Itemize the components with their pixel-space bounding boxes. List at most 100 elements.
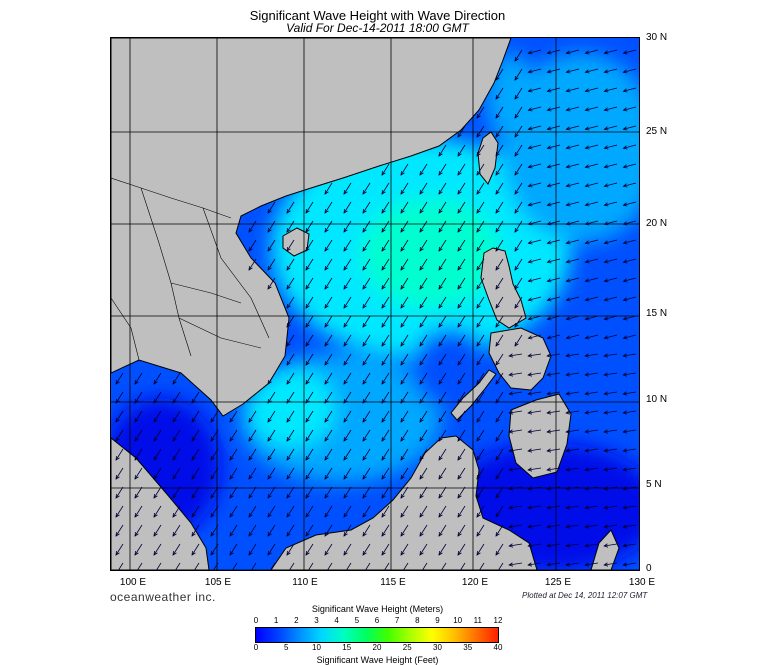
wave-arrow [604, 87, 618, 92]
wave-arrow-head [438, 474, 443, 480]
wave-arrow [528, 372, 542, 376]
wave-arrow [585, 258, 599, 263]
wave-arrow-head [603, 372, 609, 377]
wave-arrow [153, 372, 162, 385]
lat-label-15n: 15 N [646, 308, 668, 319]
wave-arrow-head [248, 531, 253, 537]
wave-arrow-head [565, 164, 571, 169]
wave-arrow-head [438, 512, 443, 518]
wave-arrow-head [115, 455, 120, 461]
wave-arrow [305, 334, 314, 347]
wave-arrow [229, 467, 238, 480]
wave-arrow [115, 486, 124, 499]
wave-arrow-head [438, 322, 443, 328]
wave-arrow-head [362, 360, 367, 366]
wave-arrow [457, 467, 466, 480]
wave-arrow [566, 144, 580, 149]
wave-arrow [381, 201, 390, 214]
wave-arrow [457, 277, 466, 290]
wave-arrow [566, 220, 580, 225]
wave-arrow [213, 562, 219, 570]
wave-arrow [381, 372, 390, 385]
wave-arrow-head [622, 297, 628, 302]
wave-arrow [305, 201, 314, 214]
wave-arrow [514, 239, 523, 252]
wave-arrow-head [603, 335, 609, 340]
wave-arrow [286, 277, 295, 290]
wave-arrow-head [584, 486, 590, 491]
wave-arrow [172, 486, 181, 499]
wave-arrow-head [229, 550, 234, 556]
wave-arrow [528, 49, 542, 54]
wave-arrow-head [565, 410, 571, 415]
wave-arrow-head [343, 417, 348, 423]
wave-arrow [528, 125, 542, 130]
wave-arrow [457, 524, 466, 537]
oceanweather-logo: oceanweather inc. [110, 590, 216, 604]
blue-sulu [411, 328, 491, 408]
lat-label-25n: 25 N [646, 126, 668, 137]
wave-arrow-head [381, 208, 386, 214]
wave-arrow [400, 182, 409, 195]
wave-arrow [514, 68, 523, 81]
wave-arrow [585, 144, 599, 149]
lon-label-105e: 105 E [204, 577, 232, 588]
wave-arrow-head [324, 341, 329, 347]
wave-arrow-head [267, 455, 272, 461]
wave-arrow [419, 163, 428, 176]
colorbar-meters-tick: 5 [354, 616, 360, 625]
wave-arrow [623, 524, 637, 528]
wave-arrow [566, 524, 580, 528]
wave-arrow [566, 163, 580, 168]
wave-arrow-head [546, 50, 552, 55]
wave-arrow-head [546, 372, 552, 377]
wave-arrow-head [286, 512, 291, 518]
wave-arrow [134, 429, 143, 442]
wave-arrow-head [457, 474, 462, 480]
plotted-timestamp: Plotted at Dec 14, 2011 12:07 GMT [522, 591, 648, 600]
wave-arrow [267, 258, 276, 271]
wave-arrow-head [438, 455, 443, 461]
wave-arrow-head [622, 391, 628, 396]
wave-arrow-head [400, 474, 405, 480]
wave-arrow-head [400, 265, 405, 271]
wave-arrow-head [546, 240, 552, 245]
wave-arrow [381, 334, 390, 347]
wave-arrow [400, 334, 409, 347]
wave-arrow [460, 562, 466, 570]
wave-arrow-head [419, 227, 424, 233]
wave-arrow-head [248, 493, 253, 499]
wave-arrow [191, 505, 200, 518]
wave-arrow [623, 182, 637, 187]
wave-arrow [172, 391, 181, 404]
wave-arrow [438, 182, 447, 195]
wave-arrow-head [565, 88, 571, 93]
wave-arrow [585, 49, 599, 54]
wave-arrow-head [603, 429, 609, 434]
wave-arrow-head [457, 379, 462, 385]
wave-arrow [153, 429, 162, 442]
wave-arrow [248, 467, 257, 480]
wave-arrow-head [419, 436, 424, 442]
wave-arrow [305, 258, 314, 271]
wave-arrow [566, 391, 580, 395]
wave-arrow [514, 258, 523, 271]
wave-arrow-head [457, 208, 462, 214]
wave-arrow-head [248, 417, 253, 423]
wave-arrow-head [400, 436, 405, 442]
wave-arrow-head [115, 474, 120, 480]
wave-arrow [495, 296, 504, 309]
wave-arrow [232, 562, 238, 570]
wave-arrow [604, 543, 618, 547]
wave-arrow-head [565, 562, 571, 567]
wave-arrow-head [495, 303, 500, 309]
wave-arrow-head [565, 486, 571, 491]
wave-arrow-head [438, 227, 443, 233]
wave-arrow-head [305, 455, 310, 461]
wave-arrow [248, 220, 257, 233]
wave-arrow [419, 296, 428, 309]
wave-arrow-head [527, 88, 533, 93]
wave-arrow [115, 524, 124, 537]
wave-arrow-head [115, 493, 120, 499]
wave-arrow-head [603, 259, 609, 264]
